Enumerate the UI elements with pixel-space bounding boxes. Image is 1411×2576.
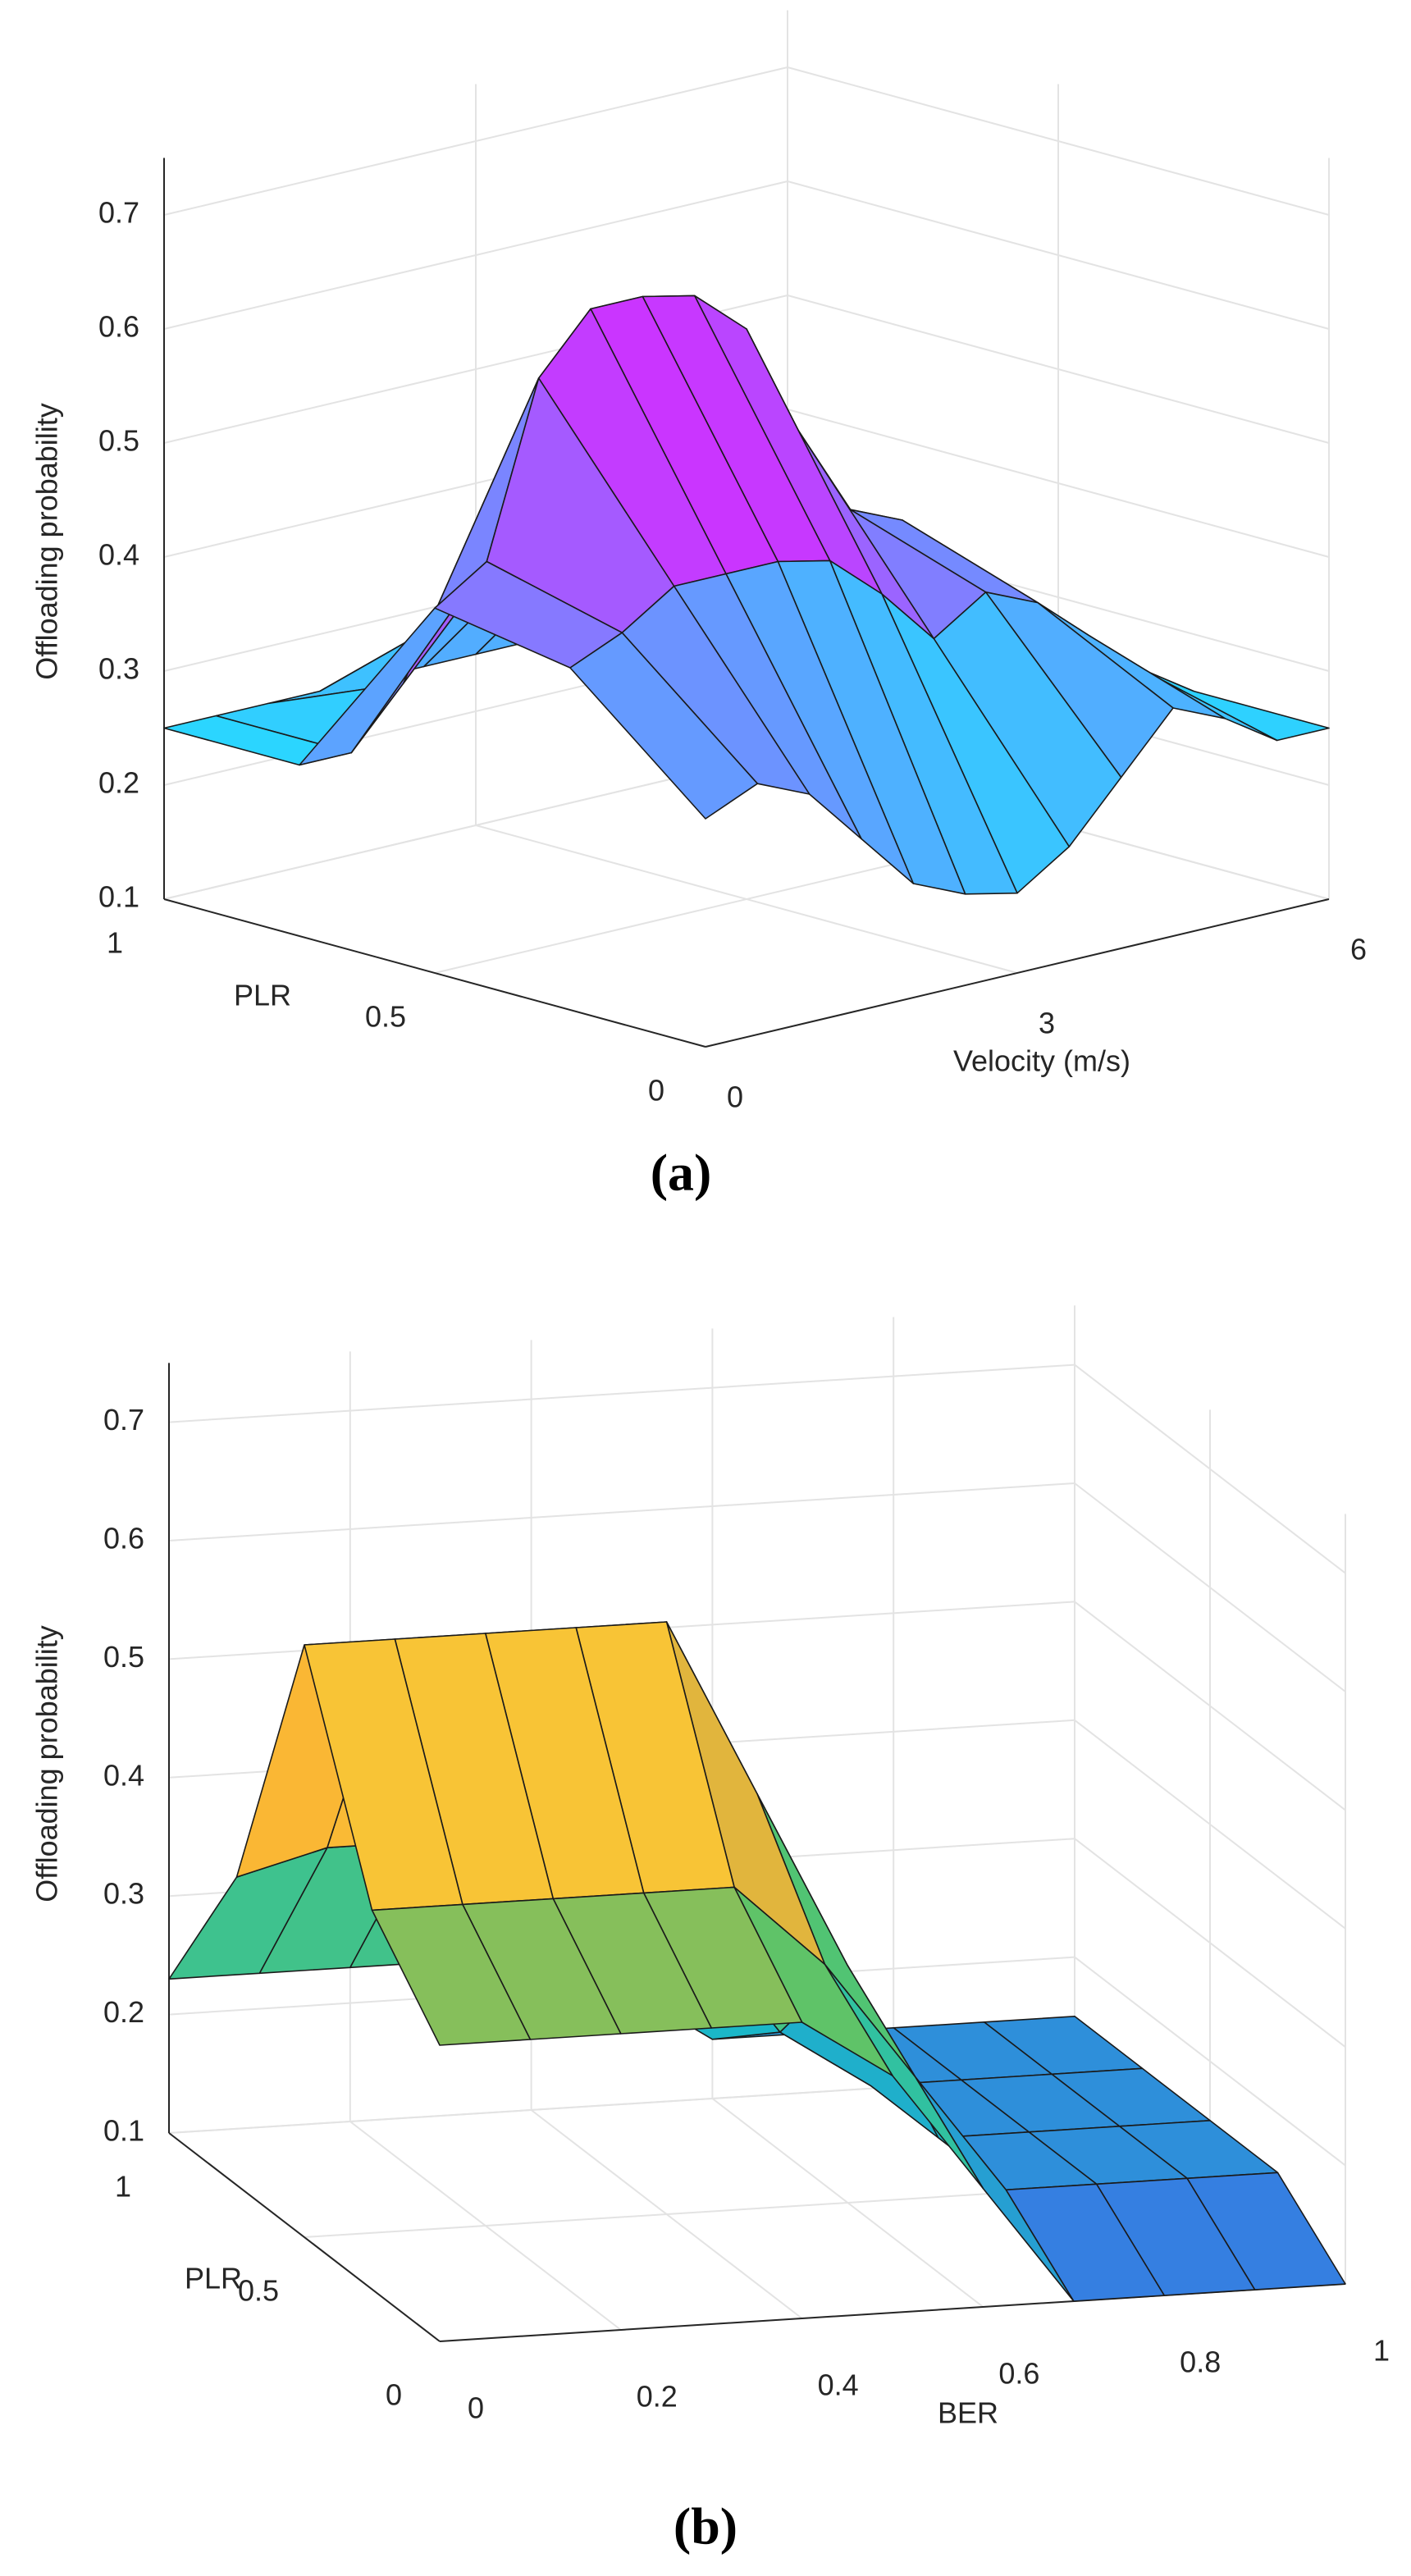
x-axis-label: Velocity (m/s) xyxy=(953,1044,1130,1078)
grid-line xyxy=(1074,1720,1346,1930)
z-tick-label: 0.7 xyxy=(103,1403,144,1436)
z-tick-label: 0.6 xyxy=(98,310,139,344)
grid-line xyxy=(168,1482,1075,1541)
z-tick-label: 0.6 xyxy=(103,1522,144,1555)
surface-patch xyxy=(569,632,759,820)
y-tick-label: 0 xyxy=(386,2378,402,2412)
caption: (b) xyxy=(674,2497,737,2555)
grid-line xyxy=(163,180,788,330)
x-tick-label: 0 xyxy=(468,2391,484,2425)
z-tick-label: 0.1 xyxy=(103,2114,144,2148)
grid-line xyxy=(1074,1363,1346,1574)
y-tick-label: 0.5 xyxy=(238,2274,279,2308)
y-tick-label: 0.5 xyxy=(365,1000,406,1034)
y-axis xyxy=(168,2132,441,2342)
x-tick-label: 0.8 xyxy=(1180,2345,1221,2379)
z-tick-label: 0.5 xyxy=(103,1640,144,1674)
grid-line xyxy=(787,66,1330,216)
z-tick-label: 0.1 xyxy=(98,880,139,914)
z-axis-label: Offloading probability xyxy=(30,403,64,680)
z-tick-label: 0.2 xyxy=(103,1995,144,2029)
x-tick-label: 1 xyxy=(1373,2334,1390,2368)
surface-patch xyxy=(371,1903,532,2046)
y-tick-label: 1 xyxy=(107,926,123,960)
x-tick-label: 0.2 xyxy=(637,2380,678,2414)
caption: (a) xyxy=(651,1144,712,1202)
grid-line xyxy=(1074,1482,1346,1692)
x-axis xyxy=(705,898,1330,1048)
z-tick-label: 0.2 xyxy=(98,766,139,800)
grid-line xyxy=(1074,1601,1346,1811)
grid-line xyxy=(787,409,1330,558)
grid-line xyxy=(1074,1956,1346,2167)
surface-chart: 0.1 0.2 0.3 0.4 0.5 0.6 0.7 0 0.5 1 0 3 6 Velocity (m… xyxy=(30,10,1367,1202)
x-tick-label: 3 xyxy=(1039,1007,1055,1040)
grid-line xyxy=(168,1363,1075,1423)
y-axis-label: PLR xyxy=(185,2262,242,2295)
z-tick-label: 0.3 xyxy=(98,652,139,686)
y-axis xyxy=(163,898,706,1048)
y-tick-label: 0 xyxy=(648,1074,664,1108)
y-axis-label: PLR xyxy=(234,979,291,1012)
x-axis-label: BER xyxy=(938,2396,998,2430)
grid-line xyxy=(787,295,1330,444)
grid-line xyxy=(1074,1838,1346,2048)
grid-line xyxy=(787,180,1330,330)
z-tick-label: 0.4 xyxy=(98,538,139,572)
y-tick-label: 1 xyxy=(115,2170,131,2204)
z-tick-label: 0.3 xyxy=(103,1877,144,1911)
x-tick-label: 0 xyxy=(727,1080,743,1114)
z-tick-label: 0.4 xyxy=(103,1758,144,1792)
grid-line xyxy=(163,66,788,216)
x-tick-label: 0.4 xyxy=(818,2368,859,2402)
z-axis-label: Offloading probability xyxy=(30,1625,64,1902)
z-tick-label: 0.7 xyxy=(98,196,139,230)
surface-chart: 0.1 0.2 0.3 0.4 0.5 0.6 0.7 0 0.5 1 0 0.2 0.4 0.6 0.8 1… xyxy=(30,1305,1390,2555)
x-tick-label: 6 xyxy=(1350,933,1367,966)
x-tick-label: 0.6 xyxy=(998,2357,1039,2391)
z-tick-label: 0.5 xyxy=(98,424,139,458)
